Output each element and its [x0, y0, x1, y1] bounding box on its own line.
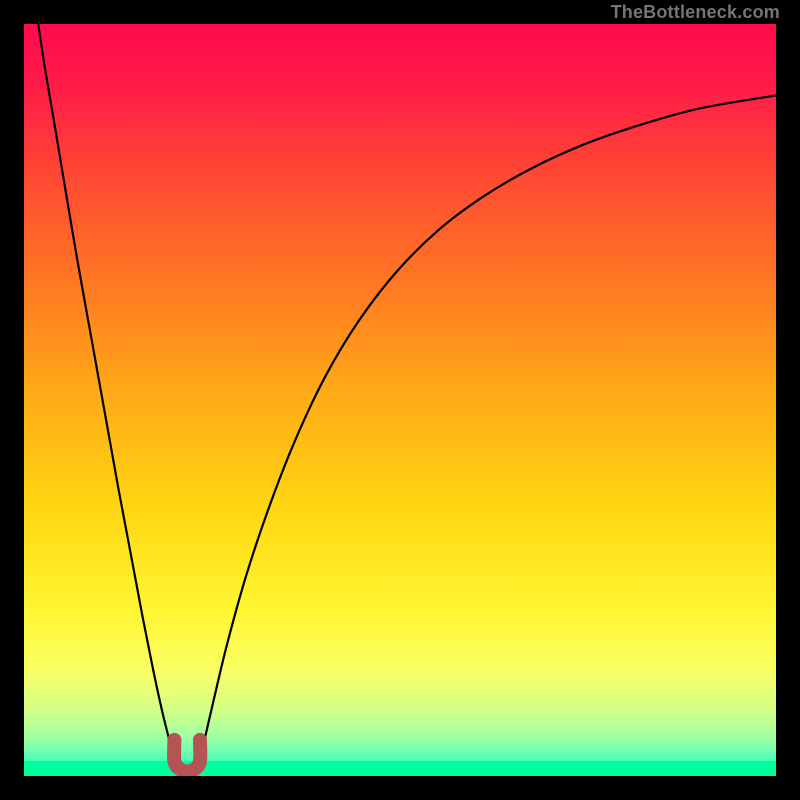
plot-area [24, 24, 776, 776]
green-band [24, 761, 776, 776]
plot-svg [24, 24, 776, 776]
gradient-background [24, 24, 776, 776]
chart-frame: TheBottleneck.com [0, 0, 800, 800]
watermark-text: TheBottleneck.com [611, 2, 780, 23]
